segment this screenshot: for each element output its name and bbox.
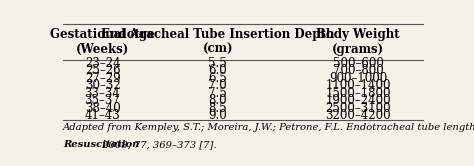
Text: 27–29: 27–29	[85, 72, 120, 85]
Text: 8.5: 8.5	[209, 102, 227, 115]
Text: 1500–1800: 1500–1800	[325, 87, 391, 100]
Text: 700–800: 700–800	[333, 64, 383, 77]
Text: 2500–3100: 2500–3100	[325, 102, 391, 115]
Text: Endotracheal Tube Insertion Depth
(cm): Endotracheal Tube Insertion Depth (cm)	[101, 28, 335, 56]
Text: Adapted from Kempley, S.T.; Moreira, J.W.; Petrone, F.L. Endotracheal tube lengt: Adapted from Kempley, S.T.; Moreira, J.W…	[63, 124, 474, 132]
Text: Body Weight
(grams): Body Weight (grams)	[316, 28, 400, 56]
Text: 500–600: 500–600	[333, 57, 383, 70]
Text: 5.5: 5.5	[209, 57, 227, 70]
Text: 900–1000: 900–1000	[329, 72, 387, 85]
Text: Resuscitation: Resuscitation	[63, 140, 139, 149]
Text: 7.0: 7.0	[209, 79, 227, 92]
Text: 2008, 77, 369–373 [7].: 2008, 77, 369–373 [7].	[99, 140, 216, 149]
Text: 23–24: 23–24	[85, 57, 120, 70]
Text: 35–37: 35–37	[84, 94, 120, 107]
Text: 1900–2400: 1900–2400	[325, 94, 391, 107]
Text: Gestational Age
(Weeks): Gestational Age (Weeks)	[50, 28, 155, 56]
Text: 6.0: 6.0	[209, 64, 227, 77]
Text: 6.5: 6.5	[209, 72, 227, 85]
Text: 25–26: 25–26	[85, 64, 120, 77]
Text: 9.0: 9.0	[209, 109, 227, 122]
Text: 8.0: 8.0	[209, 94, 227, 107]
Text: 7.5: 7.5	[209, 87, 227, 100]
Text: 30–32: 30–32	[85, 79, 120, 92]
Text: 3200–4200: 3200–4200	[325, 109, 391, 122]
Text: 1100–1400: 1100–1400	[325, 79, 391, 92]
Text: 41–43: 41–43	[85, 109, 120, 122]
Text: 33–34: 33–34	[84, 87, 120, 100]
Text: 38–40: 38–40	[85, 102, 120, 115]
